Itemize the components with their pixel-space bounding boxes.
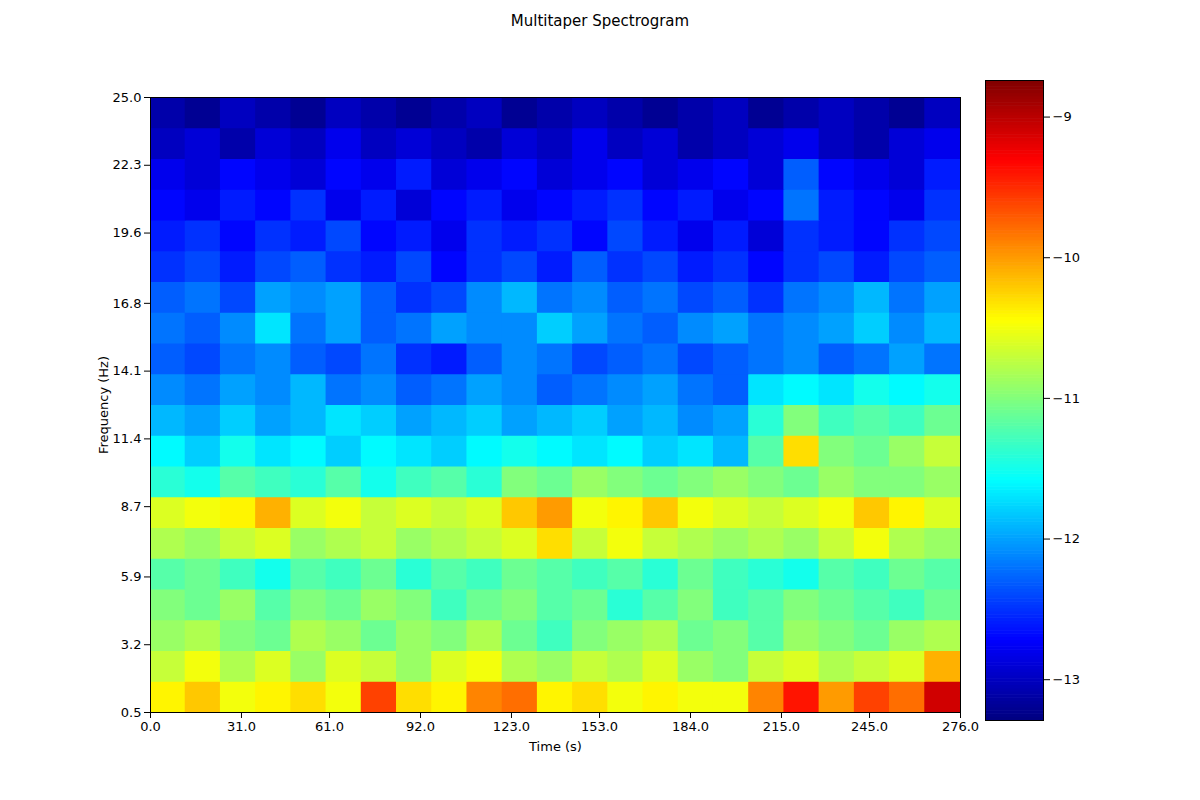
svg-text:153.0: 153.0	[581, 719, 618, 734]
svg-text:19.6: 19.6	[113, 225, 142, 240]
svg-text:5.9: 5.9	[121, 569, 142, 584]
html-text:Multitaper Spectrogram: Multitaper Spectrogram	[510, 12, 690, 30]
svg-text:−11: −11	[1053, 391, 1080, 406]
svg-text:16.8: 16.8	[113, 295, 142, 310]
svg-text:0.0: 0.0	[140, 719, 161, 734]
svg-text:Frequency (Hz): Frequency (Hz)	[96, 356, 111, 454]
svg-text:−9: −9	[1053, 109, 1072, 124]
svg-text:123.0: 123.0	[493, 719, 530, 734]
svg-text:25.0: 25.0	[113, 90, 142, 105]
svg-text:245.0: 245.0	[851, 719, 888, 734]
svg-text:11.4: 11.4	[113, 431, 142, 446]
svg-text:−13: −13	[1053, 672, 1080, 687]
svg-text:0.5: 0.5	[121, 705, 142, 720]
svg-text:−12: −12	[1053, 531, 1080, 546]
svg-text:276.0: 276.0	[942, 719, 979, 734]
svg-text:Time (s): Time (s)	[528, 739, 582, 754]
svg-text:31.0: 31.0	[227, 719, 256, 734]
svg-text:215.0: 215.0	[763, 719, 800, 734]
svg-text:61.0: 61.0	[315, 719, 344, 734]
svg-text:184.0: 184.0	[672, 719, 709, 734]
svg-text:−10: −10	[1053, 250, 1080, 265]
svg-text:22.3: 22.3	[113, 157, 142, 172]
svg-text:3.2: 3.2	[121, 637, 142, 652]
svg-text:92.0: 92.0	[406, 719, 435, 734]
svg-text:14.1: 14.1	[113, 363, 142, 378]
svg-text:8.7: 8.7	[121, 499, 142, 514]
